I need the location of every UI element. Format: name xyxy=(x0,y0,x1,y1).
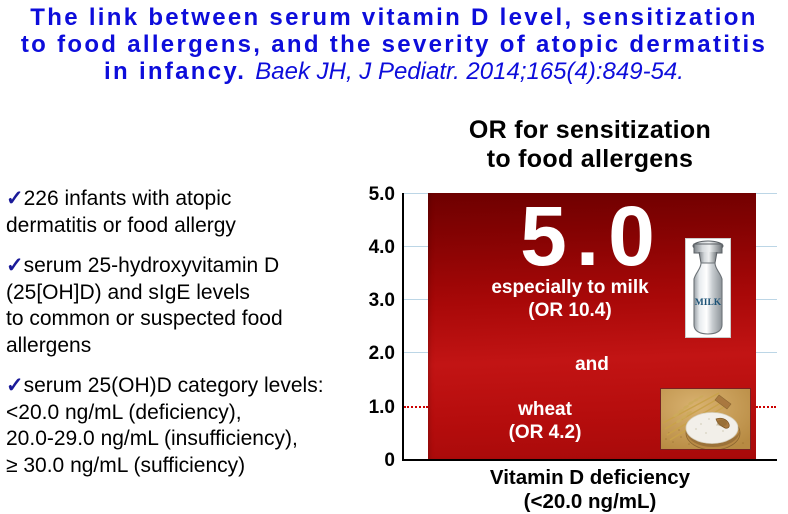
svg-text:MILK: MILK xyxy=(695,298,722,308)
